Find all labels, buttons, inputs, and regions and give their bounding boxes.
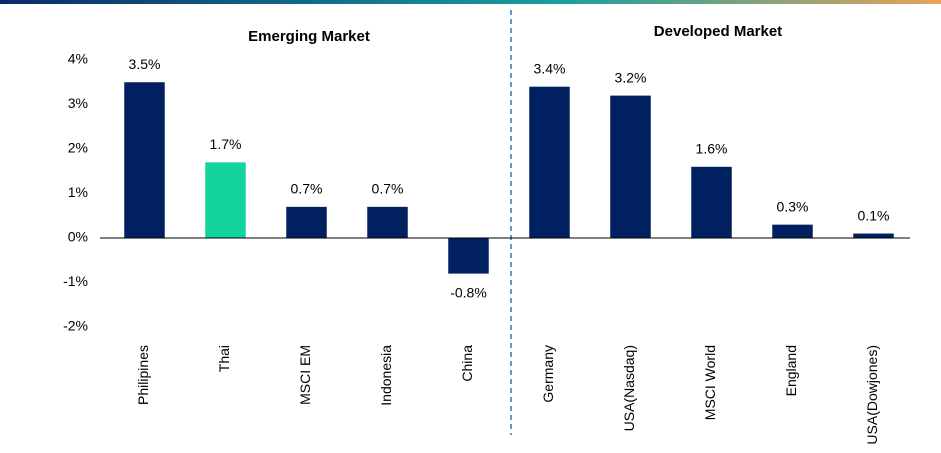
- value-label: 0.3%: [777, 198, 809, 214]
- bar: [529, 86, 570, 238]
- y-tick-label: 3%: [68, 95, 88, 111]
- bar: [610, 95, 651, 238]
- bar: [367, 206, 408, 238]
- x-tick-label: MSCI EM: [297, 345, 313, 405]
- y-tick-label: 2%: [68, 140, 88, 156]
- value-label: 1.6%: [696, 141, 728, 157]
- value-label: 1.7%: [210, 136, 242, 152]
- x-tick-label: USA(Nasdaq): [621, 345, 637, 431]
- value-label: 3.2%: [615, 69, 647, 85]
- bar: [691, 166, 732, 238]
- y-tick-label: 4%: [68, 51, 88, 67]
- x-tick-label: Germany: [540, 345, 556, 403]
- x-tick-label: MSCI World: [702, 345, 718, 420]
- value-label: -0.8%: [450, 284, 487, 300]
- x-tick-label: China: [459, 345, 475, 382]
- bar: [286, 206, 327, 238]
- bar: [448, 238, 489, 274]
- bar: [853, 233, 894, 238]
- x-tick-label: England: [783, 345, 799, 396]
- x-tick-label: USA(Dowjones): [864, 345, 880, 445]
- x-tick-label: Indonesia: [378, 345, 394, 406]
- y-tick-label: -2%: [63, 318, 88, 334]
- x-tick-label: Philipines: [135, 345, 151, 405]
- y-tick-label: -1%: [63, 273, 88, 289]
- value-label: 0.7%: [291, 181, 323, 197]
- value-label: 0.1%: [858, 207, 890, 223]
- annotation: Emerging Market: [248, 28, 370, 45]
- value-label: 0.7%: [372, 181, 404, 197]
- bar: [772, 224, 813, 238]
- y-tick-label: 0%: [68, 229, 88, 245]
- value-label: 3.5%: [129, 56, 161, 72]
- y-tick-label: 1%: [68, 184, 88, 200]
- bar: [205, 162, 246, 238]
- x-tick-label: Thai: [216, 345, 232, 372]
- top-bar: [0, 0, 941, 4]
- annotation: Developed Market: [654, 23, 782, 40]
- bar: [124, 82, 165, 238]
- value-label: 3.4%: [534, 60, 566, 76]
